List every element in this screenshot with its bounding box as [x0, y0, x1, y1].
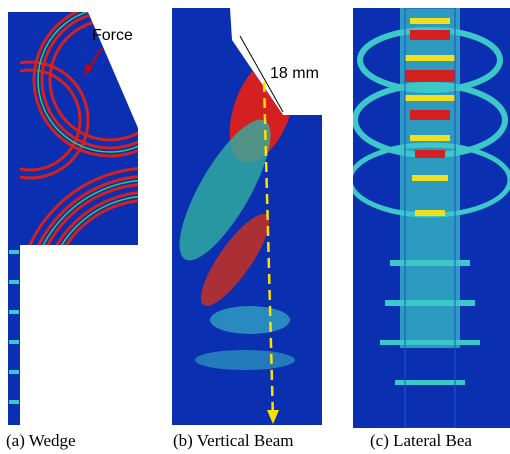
- caption: (c) Lateral Bea: [370, 431, 472, 450]
- annotation: 18 mm: [270, 65, 319, 82]
- panel-b: 18 mm: [163, 8, 322, 425]
- figure: Force 18 mm (a) Wedge: [0, 0, 510, 454]
- caption: (b) Vertical Beam: [173, 431, 294, 450]
- strip: [8, 12, 20, 425]
- caption: (a) Wedge: [6, 431, 76, 450]
- annotation: Force: [92, 27, 133, 44]
- panel-c: [350, 8, 510, 428]
